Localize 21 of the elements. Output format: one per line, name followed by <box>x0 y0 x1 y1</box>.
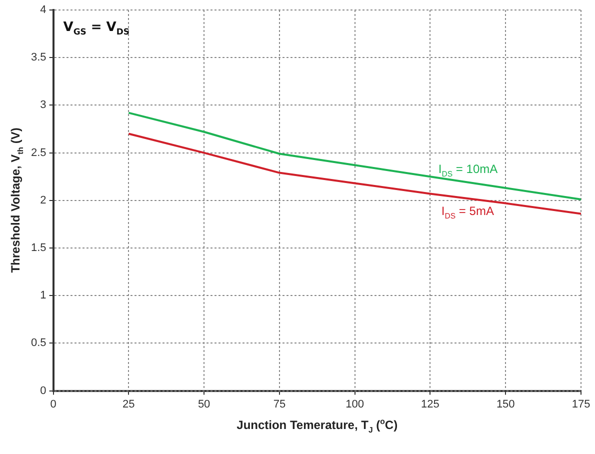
x-tick-label: 50 <box>198 398 210 410</box>
annotation: V$_{GS}$ = V$_{DS}$ <box>63 20 130 37</box>
y-tick-label: 3.5 <box>30 52 46 64</box>
x-tick-label: 150 <box>496 398 515 410</box>
y-tick-label: 4 <box>40 4 46 16</box>
x-axis-title: Junction Temerature, T$_{J}$ ($^{o}$C) <box>236 416 398 434</box>
x-tick-label: 0 <box>50 398 56 410</box>
x-tick-label: 75 <box>273 398 286 410</box>
y-tick-label: 0 <box>40 384 46 397</box>
y-tick-label: 1.5 <box>30 242 46 254</box>
series-label: I$_{DS}$ = 10mA <box>438 162 498 179</box>
y-tick-label: 2 <box>40 194 46 206</box>
y-tick-label: 3 <box>40 99 46 112</box>
x-tick-label: 175 <box>572 398 590 410</box>
y-tick-label: 1 <box>40 290 46 302</box>
x-tick-label: 100 <box>346 398 364 410</box>
series-label: I$_{DS}$ = 5mA <box>441 204 494 221</box>
y-tick-label: 2.5 <box>30 146 46 159</box>
x-tick-label: 125 <box>421 398 440 410</box>
x-tick-label: 25 <box>122 398 135 410</box>
y-tick-label: 0.5 <box>30 337 46 350</box>
